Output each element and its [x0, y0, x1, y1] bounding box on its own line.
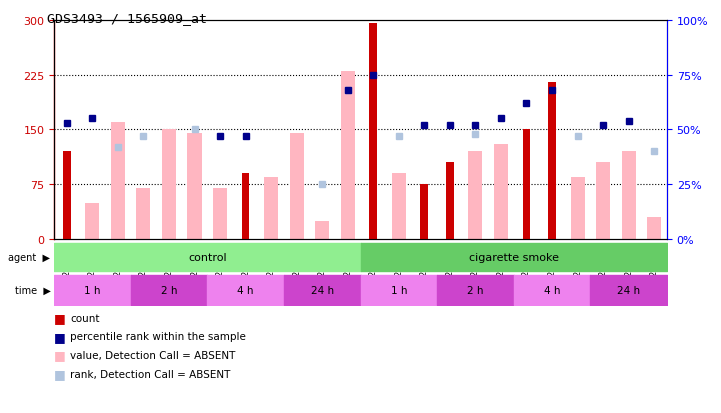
- Text: GDS3493 / 1565909_at: GDS3493 / 1565909_at: [47, 12, 207, 25]
- Bar: [548, 83, 556, 240]
- Bar: [469, 152, 482, 240]
- Text: percentile rank within the sample: percentile rank within the sample: [70, 332, 246, 342]
- Text: 1 h: 1 h: [84, 285, 101, 295]
- Text: 2 h: 2 h: [161, 285, 177, 295]
- Text: ■: ■: [54, 349, 66, 362]
- Bar: [570, 178, 585, 240]
- Text: 24 h: 24 h: [617, 285, 640, 295]
- Text: 1 h: 1 h: [391, 285, 407, 295]
- Text: ■: ■: [54, 330, 66, 343]
- Bar: [622, 152, 636, 240]
- Bar: [63, 152, 71, 240]
- Bar: [523, 130, 531, 240]
- Bar: [242, 174, 249, 240]
- Bar: [369, 24, 377, 240]
- Text: 4 h: 4 h: [544, 285, 560, 295]
- Bar: [187, 134, 202, 240]
- Bar: [290, 134, 304, 240]
- Text: 24 h: 24 h: [311, 285, 334, 295]
- Bar: [647, 218, 661, 240]
- Bar: [264, 178, 278, 240]
- Bar: [162, 130, 176, 240]
- Text: control: control: [188, 252, 226, 262]
- Bar: [213, 188, 227, 240]
- Bar: [85, 203, 99, 240]
- Text: rank, Detection Call = ABSENT: rank, Detection Call = ABSENT: [70, 369, 230, 379]
- Text: cigarette smoke: cigarette smoke: [469, 252, 559, 262]
- Bar: [596, 163, 610, 240]
- Text: agent  ▶: agent ▶: [9, 252, 50, 262]
- Text: count: count: [70, 313, 99, 323]
- Text: ■: ■: [54, 367, 66, 380]
- Bar: [341, 72, 355, 240]
- Bar: [420, 185, 428, 240]
- Bar: [494, 145, 508, 240]
- Text: 4 h: 4 h: [237, 285, 254, 295]
- Bar: [315, 221, 329, 240]
- Bar: [111, 123, 125, 240]
- Bar: [446, 163, 454, 240]
- Bar: [392, 174, 406, 240]
- Bar: [136, 188, 151, 240]
- Text: ■: ■: [54, 311, 66, 325]
- Text: value, Detection Call = ABSENT: value, Detection Call = ABSENT: [70, 350, 235, 360]
- Text: time  ▶: time ▶: [14, 285, 50, 295]
- Text: 2 h: 2 h: [467, 285, 484, 295]
